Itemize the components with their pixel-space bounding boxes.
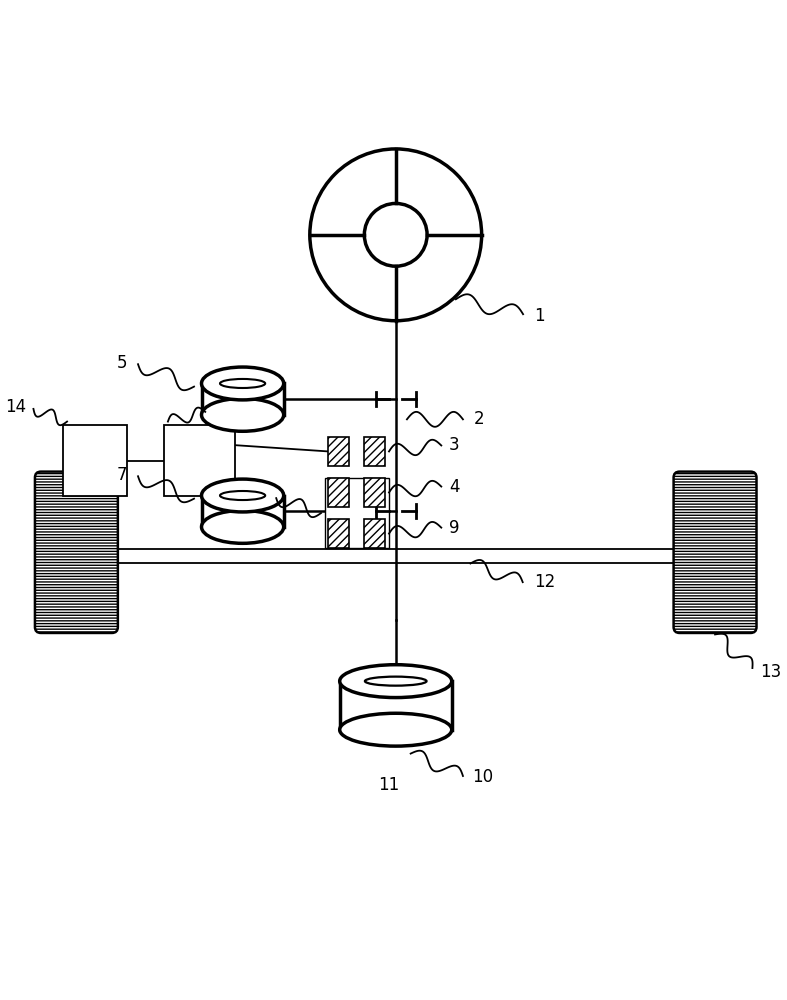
Ellipse shape	[201, 479, 283, 512]
FancyBboxPatch shape	[35, 472, 118, 633]
Text: 4: 4	[449, 478, 460, 496]
Text: 2: 2	[474, 410, 485, 428]
Ellipse shape	[340, 665, 452, 698]
Text: 6: 6	[209, 401, 220, 419]
Circle shape	[310, 149, 482, 321]
Text: 13: 13	[760, 663, 781, 681]
Bar	[63, 425, 127, 496]
Circle shape	[364, 203, 427, 266]
Bar	[364, 478, 386, 507]
Text: 12: 12	[534, 573, 555, 591]
Text: 14: 14	[5, 398, 26, 416]
Ellipse shape	[365, 677, 427, 686]
Bar	[364, 519, 386, 548]
Bar	[328, 437, 349, 466]
Bar	[164, 425, 235, 496]
Ellipse shape	[220, 491, 265, 500]
Text: 5: 5	[116, 354, 127, 372]
Text: 10: 10	[472, 768, 493, 786]
Ellipse shape	[201, 510, 283, 543]
Bar	[328, 519, 349, 548]
Ellipse shape	[220, 379, 265, 388]
Text: 11: 11	[378, 776, 399, 794]
Ellipse shape	[201, 398, 283, 431]
Text: 7: 7	[116, 466, 127, 484]
Bar	[328, 478, 349, 507]
Text: 9: 9	[449, 519, 460, 537]
Ellipse shape	[201, 367, 283, 400]
Text: 3: 3	[449, 436, 460, 454]
Text: 1: 1	[534, 307, 545, 325]
FancyBboxPatch shape	[674, 472, 756, 633]
Ellipse shape	[340, 713, 452, 746]
Bar	[364, 437, 386, 466]
Bar	[325, 478, 389, 548]
Text: 8: 8	[254, 485, 265, 503]
